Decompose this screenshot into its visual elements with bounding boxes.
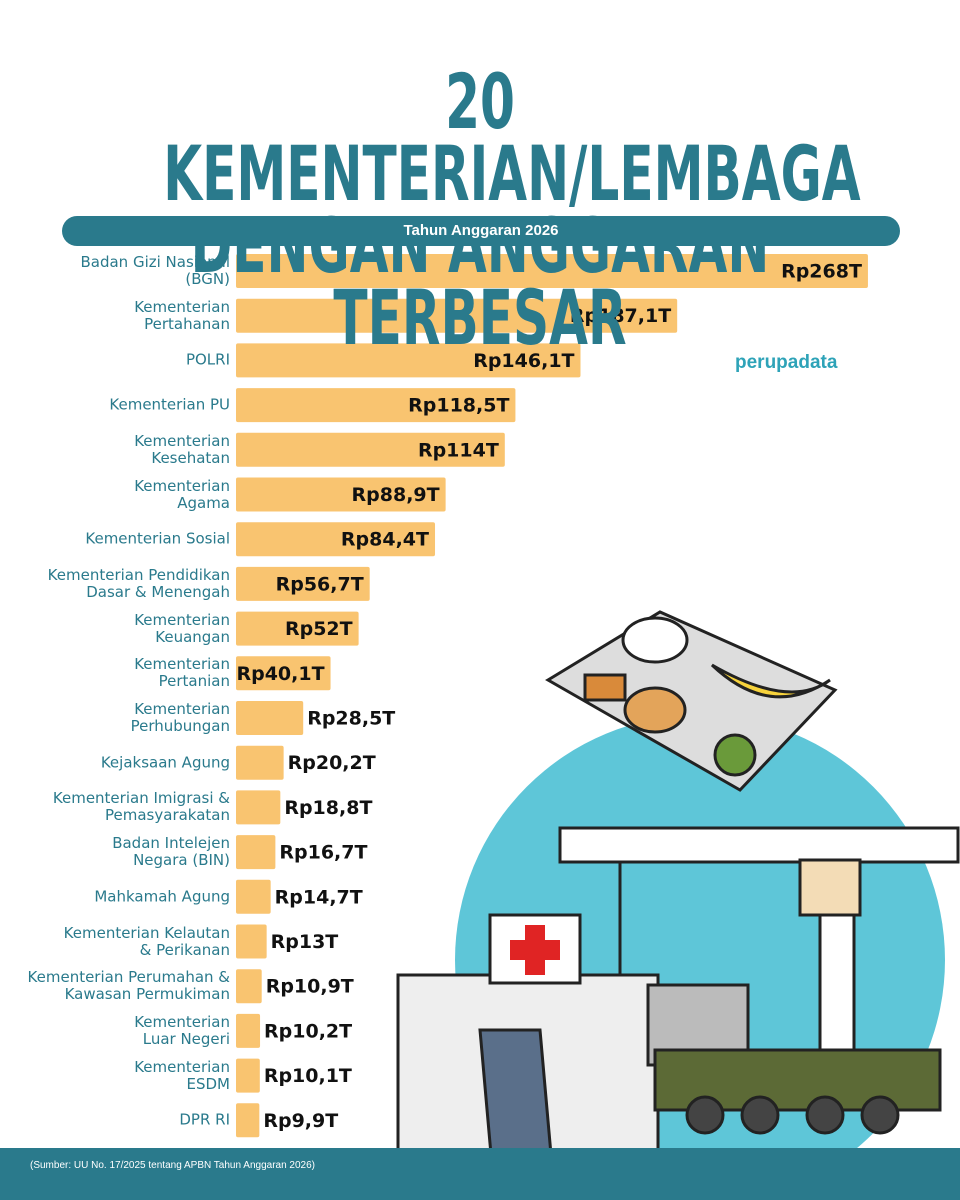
category-label: Kementerian Pertahanan — [134, 297, 230, 333]
bar — [236, 879, 271, 914]
category-label: Kementerian Kesehatan — [134, 431, 230, 467]
value-label: Rp84,4T — [341, 529, 429, 551]
value-label: Rp13T — [271, 931, 339, 953]
brand-logo: perupadata — [735, 352, 838, 373]
footer-band — [0, 1148, 960, 1200]
category-label: Kementerian PU — [109, 395, 230, 414]
value-label: Rp10,1T — [264, 1065, 352, 1087]
category-label: Kementerian Keuangan — [134, 610, 230, 646]
category-label: Kementerian Agama — [134, 476, 230, 512]
bar — [236, 298, 678, 333]
value-label: Rp118,5T — [408, 395, 509, 417]
bar — [236, 1013, 261, 1048]
bar — [236, 1103, 260, 1138]
category-label: Kementerian ESDM — [134, 1057, 230, 1093]
value-label: Rp40,1T — [236, 663, 324, 685]
value-label: Rp10,9T — [266, 976, 354, 998]
category-label: Kementerian Imigrasi & Pemasyarakatan — [52, 789, 230, 825]
value-label: Rp14,7T — [275, 886, 363, 908]
bar — [236, 432, 505, 467]
title: 20 KEMENTERIAN/LEMBAGA DENGAN ANGGARAN T… — [163, 57, 861, 362]
value-label: Rp52T — [285, 618, 353, 640]
bar — [236, 701, 304, 735]
value-label: Rp56,7T — [276, 573, 364, 595]
category-label: POLRI — [185, 350, 230, 369]
bar — [236, 790, 281, 825]
illustration — [396, 610, 960, 1200]
category-label: Kementerian Sosial — [85, 529, 230, 548]
bar — [236, 343, 581, 378]
bar — [236, 611, 359, 646]
bar — [236, 254, 868, 288]
category-label: Mahkamah Agung — [94, 887, 230, 906]
value-label: Rp10,2T — [264, 1020, 352, 1042]
category-label: Kejaksaan Agung — [100, 753, 230, 772]
bar — [236, 924, 267, 959]
bar — [236, 745, 284, 780]
value-label: Rp114T — [418, 439, 499, 461]
bar — [236, 566, 370, 601]
category-label: Kementerian Luar Negeri — [134, 1012, 230, 1048]
bar — [236, 835, 276, 870]
bar — [236, 1058, 260, 1093]
value-label: Rp9,9T — [263, 1110, 338, 1132]
category-label: Kementerian Pendidikan Dasar & Menengah — [47, 565, 230, 601]
bar — [236, 969, 262, 1004]
value-label: Rp146,1T — [473, 350, 574, 372]
value-label: Rp18,8T — [284, 797, 372, 819]
category-label: Kementerian Perhubungan — [130, 700, 230, 735]
value-label: Rp268T — [781, 261, 862, 283]
source-note: (Sumber: UU No. 17/2025 tentang APBN Tah… — [30, 1160, 316, 1171]
bar — [236, 656, 331, 691]
value-label: Rp88,9T — [352, 484, 440, 506]
value-label: Rp16,7T — [279, 842, 367, 864]
category-label: Kementerian Kelautan & Perikanan — [63, 923, 230, 959]
category-label: Kementerian Pertanian — [134, 655, 230, 691]
category-label: Kementerian Perumahan & Kawasan Permukim… — [27, 968, 230, 1004]
value-label: Rp28,5T — [307, 708, 395, 730]
bar — [236, 522, 436, 557]
category-label: Badan Gizi Nasional (BGN) — [80, 253, 230, 288]
subtitle: Tahun Anggaran 2026 — [62, 216, 900, 246]
value-label: Rp20,2T — [288, 752, 376, 774]
category-label: DPR RI — [179, 1110, 230, 1129]
bar — [236, 477, 446, 512]
bar — [236, 388, 516, 423]
value-label: Rp187,1T — [570, 305, 671, 327]
category-label: Badan Intelejen Negara (BIN) — [112, 834, 230, 870]
